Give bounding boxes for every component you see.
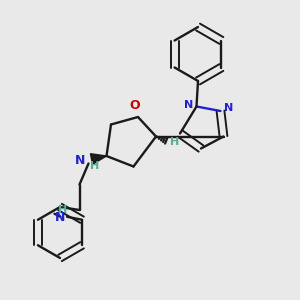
Polygon shape xyxy=(90,154,106,164)
Text: N: N xyxy=(75,154,86,167)
Text: N: N xyxy=(55,211,66,224)
Text: N: N xyxy=(224,103,233,113)
Text: H: H xyxy=(169,137,179,147)
Text: H: H xyxy=(90,161,99,171)
Text: N: N xyxy=(184,100,193,110)
Text: H: H xyxy=(58,205,67,215)
Text: O: O xyxy=(130,99,140,112)
